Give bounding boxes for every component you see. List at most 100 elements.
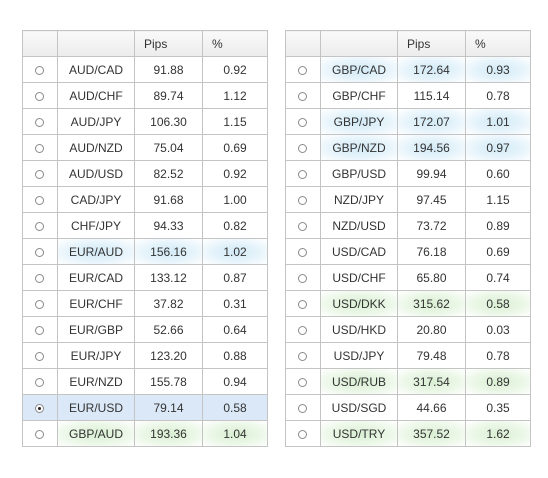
row-radio-button[interactable]	[297, 169, 307, 179]
row-radio-button[interactable]	[34, 169, 44, 179]
row-select-cell	[22, 290, 58, 317]
row-radio-button[interactable]	[297, 403, 307, 413]
table-row[interactable]: EUR/CAD 133.12 0.87	[22, 264, 268, 291]
row-radio-button[interactable]	[297, 351, 307, 361]
percent-cell: 1.00	[202, 186, 268, 213]
row-radio-button[interactable]	[34, 195, 44, 205]
row-select-cell	[22, 56, 58, 83]
table-row[interactable]: GBP/CAD 172.64 0.93	[285, 56, 531, 83]
table-row[interactable]: USD/DKK 315.62 0.58	[285, 290, 531, 317]
row-radio-button[interactable]	[297, 143, 307, 153]
table-row[interactable]: GBP/NZD 194.56 0.97	[285, 134, 531, 161]
pips-cell: 315.62	[397, 290, 466, 317]
table-row[interactable]: GBP/JPY 172.07 1.01	[285, 108, 531, 135]
row-radio-button[interactable]	[297, 221, 307, 231]
row-radio-button[interactable]	[297, 325, 307, 335]
percent-cell: 0.88	[202, 342, 268, 369]
row-radio-button[interactable]	[297, 65, 307, 75]
row-select-cell	[285, 368, 321, 395]
row-radio-button[interactable]	[297, 117, 307, 127]
row-radio-button[interactable]	[34, 325, 44, 335]
row-select-cell	[22, 82, 58, 109]
row-radio-button[interactable]	[34, 377, 44, 387]
row-radio-button[interactable]	[297, 247, 307, 257]
currency-pairs-table-left: Pips % AUD/CAD 91.88 0.92 AUD/CHF 89.74 1.12 A…	[22, 30, 268, 447]
currency-pair-cell: AUD/JPY	[57, 108, 135, 135]
row-radio-button[interactable]	[34, 299, 44, 309]
table-row[interactable]: AUD/USD 82.52 0.92	[22, 160, 268, 187]
currency-pair-cell: EUR/GBP	[57, 316, 135, 343]
table-row[interactable]: USD/HKD 20.80 0.03	[285, 316, 531, 343]
percent-cell: 0.60	[465, 160, 531, 187]
row-radio-button[interactable]	[297, 429, 307, 439]
table-row[interactable]: USD/TRY 357.52 1.62	[285, 420, 531, 447]
row-select-cell	[285, 290, 321, 317]
row-radio-button[interactable]	[34, 273, 44, 283]
row-radio-button[interactable]	[34, 429, 44, 439]
table-row[interactable]: USD/JPY 79.48 0.78	[285, 342, 531, 369]
row-radio-button[interactable]	[34, 91, 44, 101]
table-row[interactable]: GBP/AUD 193.36 1.04	[22, 420, 268, 447]
row-select-cell	[285, 342, 321, 369]
pips-cell: 133.12	[134, 264, 203, 291]
row-radio-button[interactable]	[297, 91, 307, 101]
table-row[interactable]: AUD/CAD 91.88 0.92	[22, 56, 268, 83]
table-row[interactable]: USD/SGD 44.66 0.35	[285, 394, 531, 421]
row-radio-button[interactable]	[297, 299, 307, 309]
percent-cell: 0.31	[202, 290, 268, 317]
percent-cell: 0.58	[202, 394, 268, 421]
pips-cell: 357.52	[397, 420, 466, 447]
table-row[interactable]: EUR/USD 79.14 0.58	[22, 394, 268, 421]
table-row[interactable]: EUR/JPY 123.20 0.88	[22, 342, 268, 369]
row-radio-button[interactable]	[34, 143, 44, 153]
table-row[interactable]: AUD/CHF 89.74 1.12	[22, 82, 268, 109]
percent-column-header[interactable]: %	[465, 30, 531, 57]
pips-cell: 123.20	[134, 342, 203, 369]
pips-column-header[interactable]: Pips	[397, 30, 466, 57]
pips-cell: 75.04	[134, 134, 203, 161]
table-row[interactable]: EUR/GBP 52.66 0.64	[22, 316, 268, 343]
pips-column-header[interactable]: Pips	[134, 30, 203, 57]
row-radio-button[interactable]	[34, 351, 44, 361]
currency-pair-cell: USD/CHF	[320, 264, 398, 291]
row-radio-button[interactable]	[34, 221, 44, 231]
table-row[interactable]: GBP/USD 99.94 0.60	[285, 160, 531, 187]
table-row[interactable]: CHF/JPY 94.33 0.82	[22, 212, 268, 239]
table-row[interactable]: CAD/JPY 91.68 1.00	[22, 186, 268, 213]
row-radio-button[interactable]	[297, 273, 307, 283]
table-row[interactable]: AUD/NZD 75.04 0.69	[22, 134, 268, 161]
pips-cell: 79.48	[397, 342, 466, 369]
currency-pair-cell: USD/HKD	[320, 316, 398, 343]
currency-pair-cell: GBP/NZD	[320, 134, 398, 161]
row-radio-button[interactable]	[34, 403, 44, 413]
currency-pair-cell: AUD/NZD	[57, 134, 135, 161]
table-row[interactable]: NZD/USD 73.72 0.89	[285, 212, 531, 239]
row-radio-button[interactable]	[34, 117, 44, 127]
percent-cell: 1.15	[465, 186, 531, 213]
table-row[interactable]: EUR/CHF 37.82 0.31	[22, 290, 268, 317]
currency-pair-cell: CAD/JPY	[57, 186, 135, 213]
row-radio-button[interactable]	[297, 195, 307, 205]
currency-pair-cell: AUD/CAD	[57, 56, 135, 83]
pips-cell: 89.74	[134, 82, 203, 109]
percent-cell: 1.15	[202, 108, 268, 135]
currency-pair-cell: CHF/JPY	[57, 212, 135, 239]
table-row[interactable]: USD/CHF 65.80 0.74	[285, 264, 531, 291]
currency-pair-cell: USD/CAD	[320, 238, 398, 265]
row-radio-button[interactable]	[34, 65, 44, 75]
percent-column-header[interactable]: %	[202, 30, 268, 57]
percent-cell: 0.89	[465, 212, 531, 239]
table-row[interactable]: EUR/AUD 156.16 1.02	[22, 238, 268, 265]
table-row[interactable]: USD/CAD 76.18 0.69	[285, 238, 531, 265]
table-row[interactable]: AUD/JPY 106.30 1.15	[22, 108, 268, 135]
currency-pair-cell: GBP/CAD	[320, 56, 398, 83]
currency-pair-cell: GBP/JPY	[320, 108, 398, 135]
table-row[interactable]: USD/RUB 317.54 0.89	[285, 368, 531, 395]
pips-cell: 20.80	[397, 316, 466, 343]
row-radio-button[interactable]	[297, 377, 307, 387]
table-row[interactable]: EUR/NZD 155.78 0.94	[22, 368, 268, 395]
row-select-cell	[285, 394, 321, 421]
table-row[interactable]: GBP/CHF 115.14 0.78	[285, 82, 531, 109]
row-radio-button[interactable]	[34, 247, 44, 257]
table-row[interactable]: NZD/JPY 97.45 1.15	[285, 186, 531, 213]
